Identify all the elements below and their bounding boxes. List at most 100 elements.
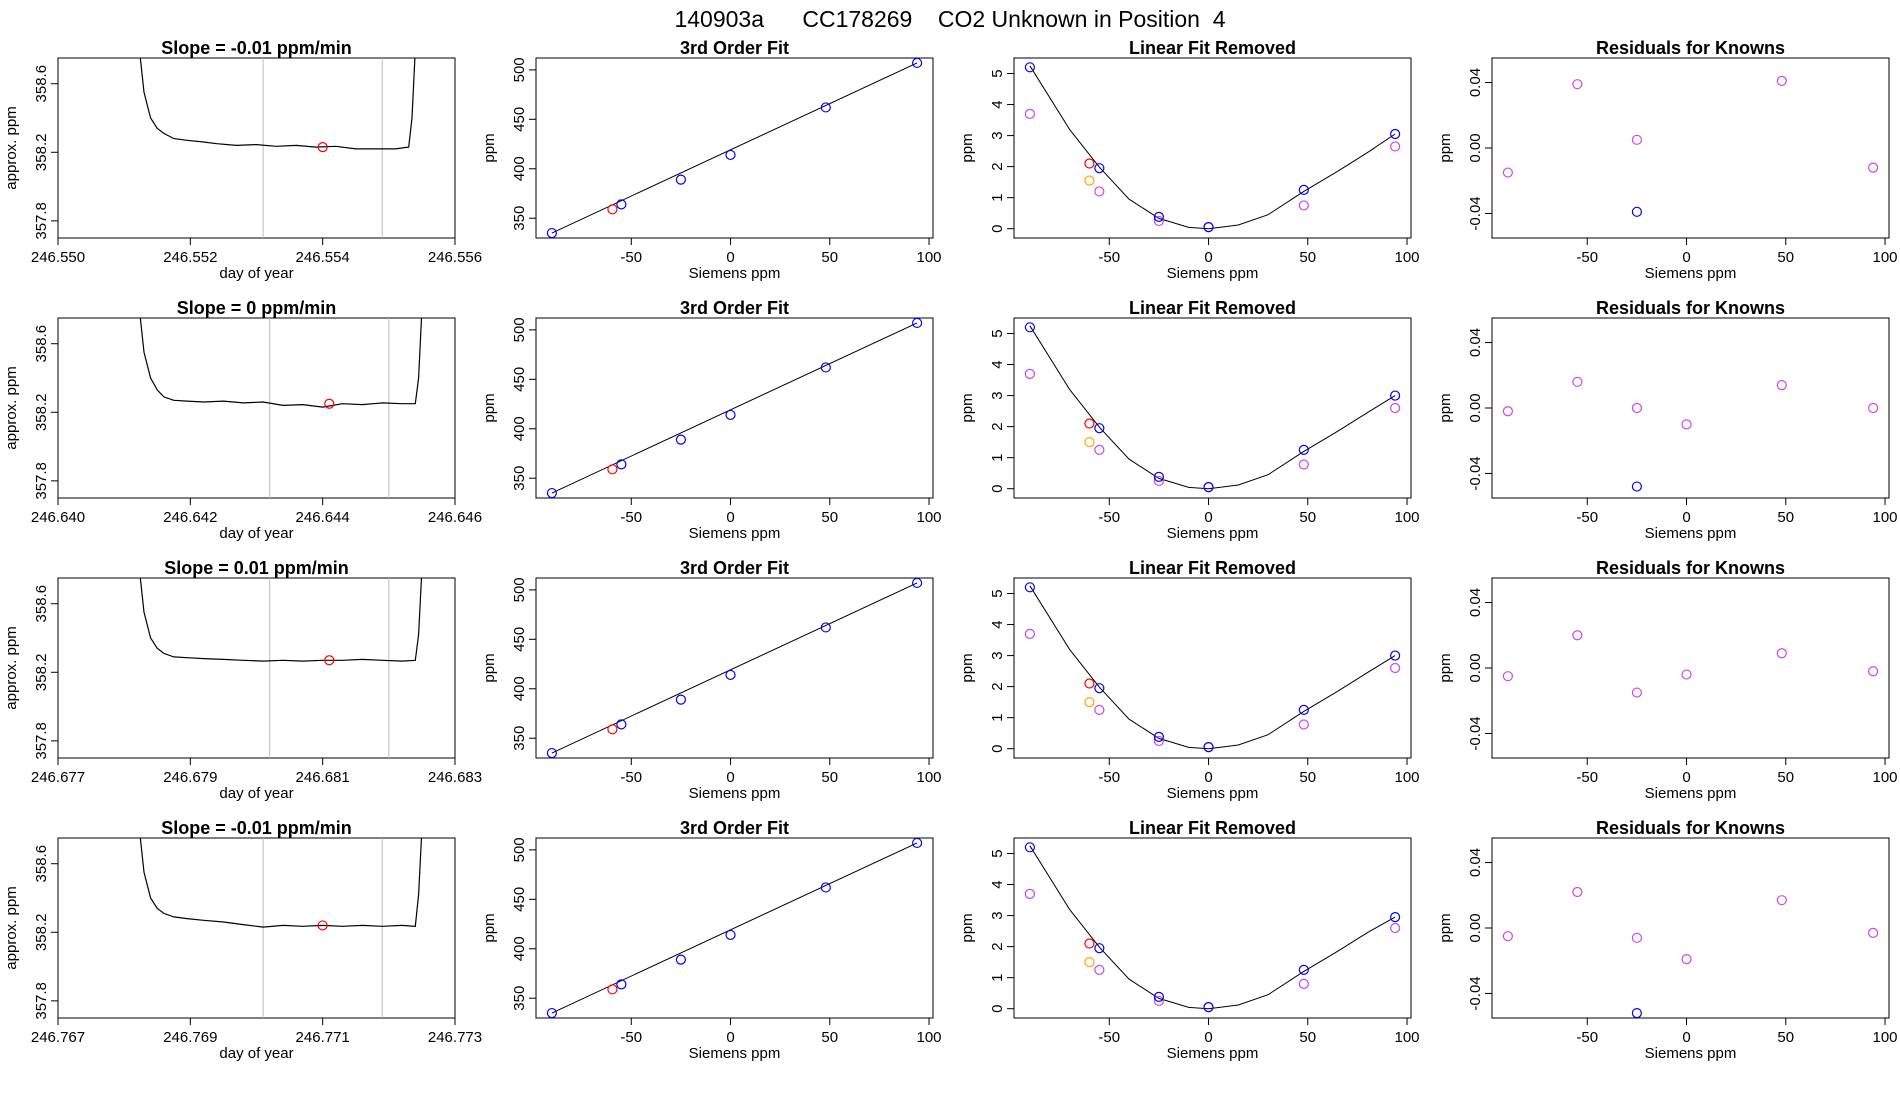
- window-mean-point: [317, 920, 328, 931]
- known-standard-point: [1094, 943, 1105, 954]
- known-standard-point: [1094, 683, 1105, 694]
- known-standard-point: [675, 694, 687, 705]
- y-tick-label: -0.04: [1467, 976, 1484, 1010]
- unknown-linear-point: [1084, 437, 1095, 448]
- fit-line: [551, 582, 918, 754]
- linear-removed-point: [1572, 376, 1583, 387]
- unknown-point: [607, 464, 618, 475]
- y-axis-label: ppm: [1437, 653, 1454, 682]
- y-tick-label: 4: [989, 620, 1006, 628]
- panel-r1-c3: Linear Fit Removed -50 0 50 100 0 1 2 3 4 5 Siemens…: [959, 38, 1420, 282]
- y-tick-label: 350: [511, 986, 528, 1011]
- y-tick-label: 357.8: [33, 722, 50, 760]
- known-standard-point: [1390, 390, 1401, 401]
- panel-title: Residuals for Knowns: [1596, 818, 1785, 838]
- linear-removed-point: [1776, 379, 1787, 391]
- panel-title: Residuals for Knowns: [1596, 38, 1785, 58]
- y-tick-label: 358.6: [33, 585, 50, 623]
- y-tick-label: 358.6: [33, 65, 50, 103]
- concentration-trace: [139, 578, 423, 662]
- x-axis-label: Siemens ppm: [689, 525, 781, 542]
- x-tick-label: 100: [1873, 769, 1898, 786]
- y-tick-label: 500: [511, 317, 528, 342]
- y-tick-label: 0.00: [1467, 653, 1484, 682]
- panel-r2-c1: Slope = 0 ppm/min 246.640 246.642 246.644 24…: [3, 298, 482, 542]
- unknown-linear-point: [1084, 175, 1095, 186]
- panel-title: Linear Fit Removed: [1129, 38, 1296, 58]
- x-tick-label: 246.767: [31, 1029, 85, 1046]
- known-standard-point: [1631, 481, 1643, 492]
- plot-area: [1502, 376, 1879, 492]
- panel-r4-c2: 3rd Order Fit -50 0 50 100 350 400 450 500 Siemen…: [481, 818, 942, 1062]
- y-axis-label: ppm: [959, 133, 976, 162]
- known-standard-point: [725, 669, 736, 681]
- linear-removed-point: [1094, 186, 1105, 197]
- y-tick-label: 2: [989, 162, 1006, 170]
- known-standard-point: [1390, 128, 1401, 140]
- panel-r3-c1: Slope = 0.01 ppm/min 246.677 246.679 246.68…: [3, 558, 482, 802]
- x-axis-label: Siemens ppm: [689, 1045, 781, 1062]
- y-tick-label: 358.6: [33, 325, 50, 363]
- x-tick-label: 246.554: [296, 249, 350, 266]
- x-tick-label: 100: [1395, 249, 1420, 266]
- linear-removed-point: [1024, 368, 1035, 379]
- plot-frame: [57, 837, 456, 1019]
- linear-removed-point: [1631, 932, 1643, 943]
- x-tick-label: 100: [1873, 1029, 1898, 1046]
- panel-title: 3rd Order Fit: [680, 558, 789, 578]
- x-axis-label: day of year: [219, 525, 293, 542]
- fit-line: [551, 322, 918, 494]
- y-tick-label: 0: [989, 225, 1006, 233]
- x-axis-label: day of year: [219, 1045, 293, 1062]
- known-standard-point: [1024, 582, 1035, 593]
- y-tick-label: 357.8: [33, 982, 50, 1020]
- panel-r1-c1: Slope = -0.01 ppm/min 246.550 246.552 246.5…: [3, 38, 482, 282]
- x-tick-label: 50: [821, 249, 838, 266]
- known-standard-point: [1298, 184, 1309, 195]
- panel-r1-c2: 3rd Order Fit -50 0 50 100 350 400 450 500 Siemen…: [481, 38, 942, 282]
- known-standard-point: [616, 719, 627, 730]
- y-tick-label: 4: [989, 880, 1006, 888]
- y-tick-label: 1: [989, 193, 1006, 201]
- plot-frame: [1491, 577, 1890, 759]
- y-tick-label: 400: [511, 416, 528, 441]
- y-tick-label: 500: [511, 577, 528, 602]
- panel-r4-c4: Residuals for Knowns -50 0 50 100 -0.04 0.00 0.…: [1437, 818, 1898, 1062]
- linear-removed-point: [1681, 953, 1692, 965]
- x-tick-label: 246.681: [296, 769, 350, 786]
- x-axis-label: Siemens ppm: [1645, 265, 1737, 282]
- known-standard-point: [1024, 322, 1035, 333]
- plot-frame: [57, 577, 456, 759]
- known-standard-point: [725, 929, 736, 941]
- linear-removed-point: [1153, 995, 1165, 1007]
- panel-title: Linear Fit Removed: [1129, 818, 1296, 838]
- panel-r2-c4: Residuals for Knowns -50 0 50 100 -0.04 0.00 0.…: [1437, 298, 1898, 542]
- x-tick-label: 246.550: [31, 249, 85, 266]
- linear-removed-point: [1153, 735, 1165, 747]
- x-tick-label: 50: [1777, 509, 1794, 526]
- panel-r3-c2: 3rd Order Fit -50 0 50 100 350 400 450 500 Siemen…: [481, 558, 942, 802]
- y-tick-label: 350: [511, 726, 528, 751]
- x-tick-label: 0: [1204, 1029, 1212, 1046]
- x-tick-label: -50: [1098, 249, 1120, 266]
- plot-area: [546, 58, 923, 238]
- linear-removed-point: [1153, 475, 1165, 487]
- known-standard-point: [1203, 742, 1214, 753]
- x-tick-label: 100: [1395, 509, 1420, 526]
- linear-removed-point: [1024, 108, 1035, 119]
- y-tick-label: 450: [511, 627, 528, 652]
- y-tick-label: -0.04: [1467, 456, 1484, 490]
- window-mean-point: [317, 142, 328, 153]
- linear-removed-point: [1776, 895, 1787, 906]
- x-tick-label: 100: [1395, 1029, 1420, 1046]
- y-tick-label: 450: [511, 107, 528, 132]
- known-standard-point: [616, 199, 627, 210]
- plot-area: [1502, 886, 1879, 1018]
- concentration-trace: [139, 318, 423, 408]
- panel-r3-c3: Linear Fit Removed -50 0 50 100 0 1 2 3 4 5 Siemens…: [959, 558, 1420, 802]
- fit-line: [551, 842, 918, 1014]
- plot-area: [139, 58, 416, 238]
- known-standard-point: [616, 459, 627, 470]
- x-tick-label: -50: [1098, 1029, 1120, 1046]
- known-standard-point: [912, 578, 923, 589]
